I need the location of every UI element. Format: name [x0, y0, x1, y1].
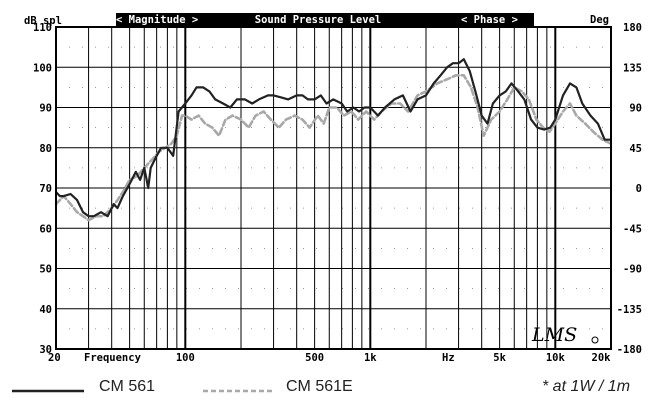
y-axis-unit-left: dB spl: [24, 15, 62, 27]
y-tick-label-left: 90: [39, 103, 52, 115]
series-line-cm561: [54, 58, 613, 218]
y-tick-label-right: 180: [623, 22, 642, 34]
x-tick-label: 500: [305, 352, 324, 364]
y-tick-label-right: 90: [629, 103, 642, 115]
x-tick-label: 5k: [493, 352, 506, 364]
y-tick-label-right: 0: [636, 183, 642, 195]
y-tick-label-right: -180: [617, 344, 642, 356]
y-tick-label-right: 45: [629, 143, 642, 155]
y-tick-label-left: 60: [39, 223, 52, 235]
x-axis-label: Frequency: [84, 352, 142, 364]
y-tick-label-left: 100: [33, 62, 52, 74]
y-tick-label-left: 110: [33, 22, 52, 34]
y-tick-label-right: 135: [623, 62, 642, 74]
plot-frame: [55, 26, 612, 350]
y-tick-label-left: 70: [39, 183, 52, 195]
series-layer: [54, 58, 613, 222]
y-axis-unit-right: Deg: [590, 14, 609, 26]
y-tick-label-left: 40: [39, 304, 52, 316]
x-tick-label: 20k: [592, 352, 612, 364]
x-tick-label: 20: [48, 352, 61, 364]
y-tick-label-right: -90: [623, 264, 642, 276]
x-tick-label: 100: [176, 352, 195, 364]
svg-text:LMS: LMS: [531, 324, 577, 346]
lms-logo: LMS: [531, 324, 599, 346]
legend-item-cm561: CM 561: [99, 378, 156, 395]
x-axis-ticks: 20 100 500 1k 5k 10k 20k: [48, 352, 611, 364]
grid-lines: [56, 27, 611, 349]
chart-title: Sound Pressure Level: [255, 14, 381, 26]
y-axis-right-ticks: 180 135 90 45 0 -45 -90 -135 -180: [617, 22, 642, 356]
measurement-annotation: * at 1W / 1m: [542, 378, 631, 395]
legend-item-cm561e: CM 561E: [286, 378, 353, 395]
header-bar: [116, 13, 534, 26]
x-axis-unit-hz: Hz: [442, 352, 455, 364]
magnitude-label: < Magnitude >: [116, 14, 198, 26]
y-tick-label-right: -135: [617, 304, 642, 316]
x-tick-label: 10k: [546, 352, 566, 364]
y-tick-label-right: -45: [623, 223, 642, 235]
y-tick-label-left: 50: [39, 264, 52, 276]
y-tick-label-left: 80: [39, 143, 52, 155]
y-tick-label-left: 30: [39, 344, 52, 356]
y-axis-left-ticks: 110 100 90 80 70 60 50 40 30: [33, 22, 52, 356]
phase-label: < Phase >: [461, 14, 518, 26]
x-tick-label: 1k: [364, 352, 377, 364]
